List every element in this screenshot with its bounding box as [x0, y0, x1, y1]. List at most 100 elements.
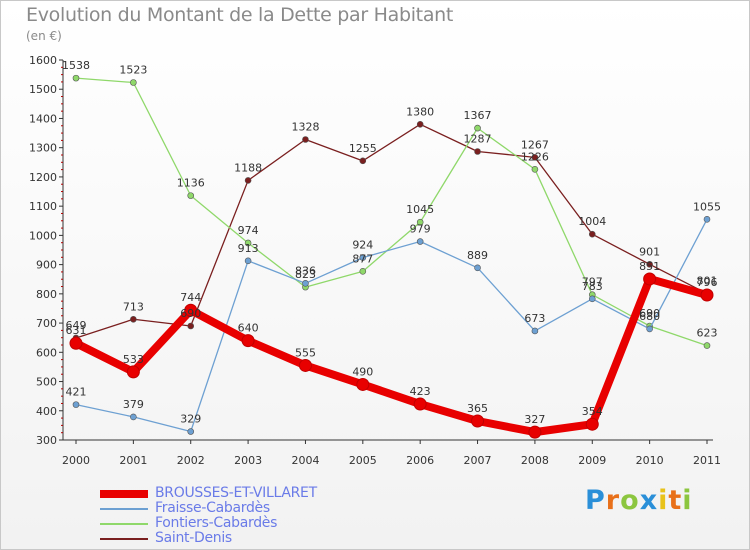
- data-label: 365: [467, 402, 488, 415]
- data-point: [69, 336, 83, 350]
- data-label: 744: [180, 291, 201, 304]
- x-tick-label: 2008: [521, 454, 549, 467]
- data-point: [126, 365, 140, 379]
- x-tick-label: 2000: [62, 454, 90, 467]
- data-point: [646, 325, 653, 333]
- data-label: 631: [66, 324, 87, 337]
- data-point: [700, 288, 714, 302]
- x-tick-label: 2011: [693, 454, 721, 467]
- data-point: [302, 136, 309, 143]
- data-point: [471, 414, 485, 428]
- data-label: 1055: [693, 200, 721, 213]
- data-label: 327: [524, 413, 545, 426]
- data-point: [703, 342, 711, 349]
- logo-letter: P: [585, 485, 606, 516]
- data-label: 1136: [177, 177, 205, 190]
- data-label: 974: [238, 224, 259, 237]
- y-tick-label: 1100: [29, 200, 57, 213]
- data-point: [646, 261, 653, 268]
- data-point: [531, 166, 539, 173]
- data-label: 713: [123, 300, 144, 313]
- data-label: 1328: [291, 121, 319, 134]
- data-label: 1538: [62, 59, 90, 72]
- data-point: [244, 257, 252, 265]
- data-label: 1255: [349, 142, 377, 155]
- data-point: [298, 358, 312, 372]
- y-tick-label: 500: [36, 376, 57, 389]
- data-point: [187, 428, 195, 435]
- logo-letter: r: [605, 485, 621, 516]
- data-label: 889: [467, 249, 488, 262]
- data-label: 1287: [464, 132, 492, 145]
- data-label: 1367: [464, 109, 492, 122]
- data-label: 533: [123, 353, 144, 366]
- data-point: [72, 74, 80, 82]
- data-label: 329: [180, 413, 201, 426]
- logo-letter: x: [639, 485, 659, 516]
- data-label: 836: [295, 264, 316, 277]
- chart-subtitle: (en €): [26, 29, 62, 43]
- data-label: 490: [352, 365, 373, 378]
- data-point: [413, 397, 427, 411]
- data-point: [474, 124, 481, 132]
- y-tick-label: 300: [36, 434, 57, 447]
- data-label: 1523: [119, 64, 147, 77]
- data-label: 690: [180, 307, 201, 320]
- data-labels: 631 533 744 640 555 490 423 365 327 354 851 796 421 3…: [62, 59, 721, 426]
- data-label: 796: [697, 276, 718, 289]
- data-point: [359, 254, 367, 261]
- series-line-1: [75, 218, 708, 433]
- data-label: 1226: [521, 150, 549, 163]
- series-line-2: [75, 77, 708, 347]
- data-point: [356, 377, 370, 391]
- data-label: 823: [295, 268, 316, 281]
- data-point: [531, 327, 539, 335]
- data-point: [359, 157, 367, 165]
- data-point: [244, 239, 252, 247]
- data-point: [416, 218, 424, 226]
- legend-swatch: [100, 523, 148, 525]
- data-label: 690: [639, 307, 660, 320]
- data-label: 423: [410, 385, 431, 398]
- data-point: [585, 417, 599, 431]
- data-point: [474, 148, 481, 155]
- y-tick-label: 900: [36, 259, 57, 272]
- x-tick-label: 2007: [464, 454, 492, 467]
- data-label: 354: [582, 405, 603, 418]
- y-tick-label: 1400: [29, 112, 57, 125]
- data-point: [187, 322, 195, 330]
- data-point: [72, 401, 80, 408]
- y-tick-label: 1300: [29, 142, 57, 155]
- data-label: 680: [639, 310, 660, 323]
- data-label: 421: [66, 386, 87, 399]
- data-label: 1004: [578, 215, 606, 228]
- logo-letter: i: [658, 485, 669, 516]
- data-label: 797: [582, 276, 603, 289]
- data-point: [588, 295, 596, 303]
- data-label: 673: [524, 312, 545, 325]
- x-tick-label: 2003: [234, 454, 262, 467]
- data-point: [588, 230, 596, 238]
- data-label: 1188: [234, 161, 262, 174]
- y-tick-label: 1000: [29, 229, 57, 242]
- series-lines: [69, 74, 714, 439]
- data-point: [130, 413, 137, 421]
- y-tick-label: 1500: [29, 83, 57, 96]
- legend-label: Saint-Denis: [155, 530, 232, 546]
- y-tick-label: 800: [36, 288, 57, 301]
- legend-label: Fraisse-Cabardès: [155, 500, 270, 516]
- data-point: [528, 425, 542, 439]
- logo-letter: i: [682, 485, 693, 516]
- x-tick-label: 2001: [119, 454, 147, 467]
- data-label: 901: [639, 245, 660, 258]
- data-label: 913: [238, 242, 259, 255]
- legend-swatch: [100, 490, 148, 498]
- data-point: [241, 334, 255, 348]
- y-tick-label: 1200: [29, 171, 57, 184]
- data-point: [187, 192, 195, 199]
- data-point: [416, 238, 424, 245]
- legend-label: Fontiers-Cabardès: [155, 515, 278, 531]
- x-tick-label: 2010: [636, 454, 664, 467]
